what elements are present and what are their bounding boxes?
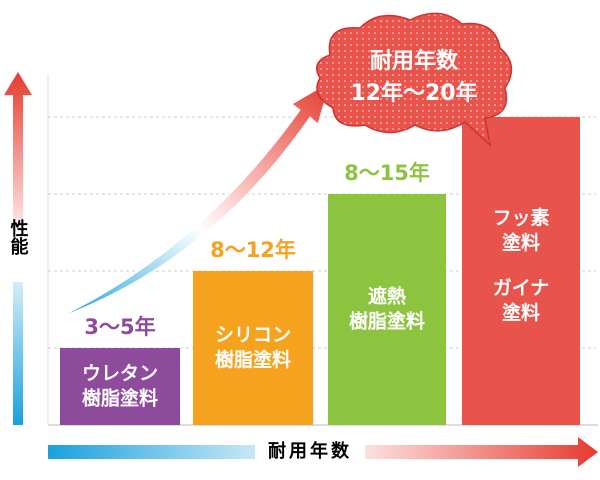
category-label: ガイナ: [493, 277, 550, 299]
x-axis-label: 耐用年数: [268, 440, 352, 462]
category-label: 樹脂塗料: [215, 348, 291, 371]
category-label: 樹脂塗料: [349, 310, 425, 333]
callout-text: 耐用年数: [370, 48, 459, 74]
value-label: 3〜5年: [84, 315, 155, 339]
bar: [60, 348, 180, 425]
bar: [328, 194, 446, 425]
category-label: 塗料: [502, 301, 540, 324]
category-label: フッ素: [492, 206, 549, 229]
bar: [462, 117, 580, 425]
category-label: 樹脂塗料: [82, 387, 158, 410]
callout-text: 12年〜20年: [350, 80, 477, 106]
category-label: 遮熱: [368, 285, 406, 308]
category-label: 塗料: [502, 231, 540, 254]
y-axis-label: 性能: [8, 218, 29, 256]
callout-bubble: [315, 12, 513, 148]
x-label-bg: [255, 440, 365, 464]
y-label-bg: [4, 220, 32, 282]
bar: [193, 271, 313, 425]
value-label: 8〜15年: [344, 161, 430, 185]
value-label: 8〜12年: [210, 238, 296, 262]
category-label: シリコン: [215, 324, 291, 346]
category-label: ウレタン: [82, 363, 158, 385]
